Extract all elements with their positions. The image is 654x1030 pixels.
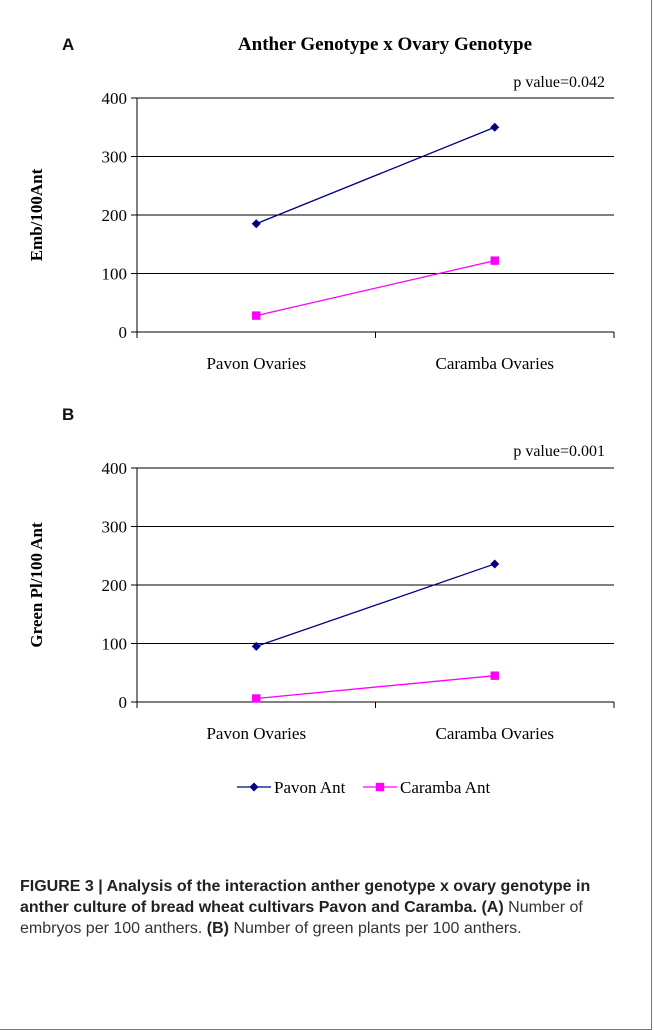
panel-b-y-axis-label: Green Pl/100 Ant (27, 522, 46, 648)
panel-b-category-label: Caramba Ovaries (436, 724, 554, 743)
panel-a-data-point-pavon-ant (490, 122, 500, 132)
panel-a-y-tick-label: 200 (102, 206, 128, 225)
panel-a-category-label: Caramba Ovaries (436, 354, 554, 373)
panel-a-data-point-pavon-ant (251, 219, 261, 229)
caption-part-b-text: Number of green plants per 100 anthers. (233, 920, 522, 937)
panel-b-y-tick-label: 0 (119, 693, 128, 712)
figure-caption: FIGURE 3 | Analysis of the interaction a… (20, 876, 620, 939)
legend-label: Pavon Ant (274, 778, 346, 797)
panel-b-p-value-annotation: p value=0.001 (513, 443, 605, 460)
caption-part-b-label: (B) (206, 920, 229, 937)
legend-marker (249, 782, 259, 792)
panel-b-data-point-caramba-ant (252, 694, 261, 703)
panel-a-y-tick-label: 400 (102, 89, 128, 108)
panel-a-series-line-pavon-ant (256, 126, 495, 225)
panel-b-label: B (62, 405, 74, 424)
panel-b-y-tick-label: 400 (102, 459, 128, 478)
caption-part-a-text: Number of embryos per 100 anthers. (20, 899, 583, 937)
panel-a-data-point-caramba-ant (490, 256, 499, 265)
panel-a-y-tick-label: 0 (119, 323, 128, 342)
panel-b-data-point-pavon-ant (490, 559, 500, 569)
legend-label: Caramba Ant (400, 778, 490, 797)
chart-canvas: A Anther Genotype x Ovary Genotype p value… (27, 34, 615, 797)
panel-b-data-point-caramba-ant (490, 671, 499, 680)
panel-a-label: A (62, 35, 74, 54)
panel-a-series-line-caramba-ant (256, 259, 495, 317)
panel-a-y-axis-label: Emb/100Ant (27, 168, 46, 261)
panel-b-category-label: Pavon Ovaries (206, 724, 306, 743)
caption-part-a-label: (A) (481, 899, 504, 916)
panel-b-y-tick-label: 200 (102, 576, 128, 595)
panel-a-category-label: Pavon Ovaries (206, 354, 306, 373)
caption-figure-label: FIGURE 3 | Analysis of the interaction a… (20, 878, 591, 916)
panel-b-data-point-pavon-ant (251, 641, 261, 651)
panel-a-p-value-annotation: p value=0.042 (513, 74, 605, 91)
panel-b-series-line-pavon-ant (256, 563, 495, 648)
legend-marker (375, 782, 385, 792)
panel-b-y-tick-label: 300 (102, 518, 128, 537)
panel-b-series-line-caramba-ant (256, 675, 495, 700)
panel-a-title: Anther Genotype x Ovary Genotype (238, 34, 532, 55)
panel-b-y-tick-label: 100 (102, 635, 128, 654)
panel-a-data-point-caramba-ant (252, 311, 261, 320)
panel-a-y-tick-label: 100 (102, 265, 128, 284)
panel-a-y-tick-label: 300 (102, 148, 128, 167)
